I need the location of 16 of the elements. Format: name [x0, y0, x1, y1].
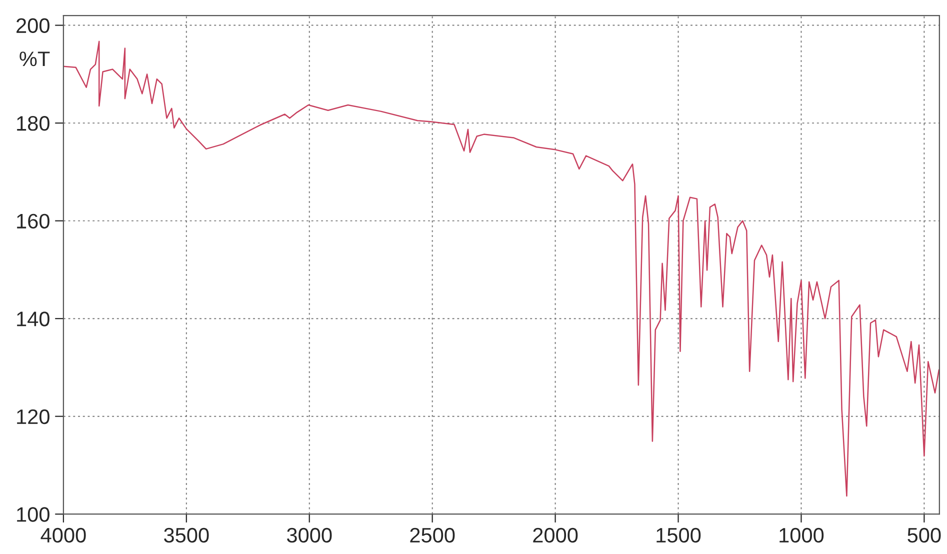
y-tick-label: 120	[17, 409, 50, 424]
y-tick-label: 200	[16, 18, 50, 34]
x-tick-label: 3000	[286, 528, 332, 543]
y-tick-label: 140	[17, 312, 50, 326]
line-series	[63, 40, 940, 497]
x-tick-label: 2000	[533, 528, 578, 543]
y-tick-label: 100	[17, 507, 50, 522]
y-tick-label: 180	[17, 116, 50, 131]
y-axis-title: %T	[20, 52, 50, 66]
x-tick-label: 3500	[164, 528, 209, 543]
y-tick-label: 160	[17, 214, 50, 229]
x-tick-label: 1000	[780, 528, 824, 543]
x-tick-label: 500	[908, 528, 941, 543]
x-tick-label: 2500	[410, 528, 455, 543]
x-tick-label: 1500	[656, 528, 701, 543]
x-tick-label: 4000	[40, 528, 86, 543]
